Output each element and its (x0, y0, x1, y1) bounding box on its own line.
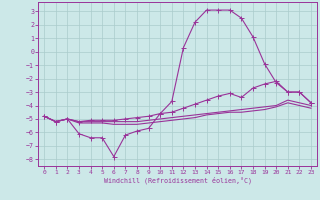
X-axis label: Windchill (Refroidissement éolien,°C): Windchill (Refroidissement éolien,°C) (104, 177, 252, 184)
